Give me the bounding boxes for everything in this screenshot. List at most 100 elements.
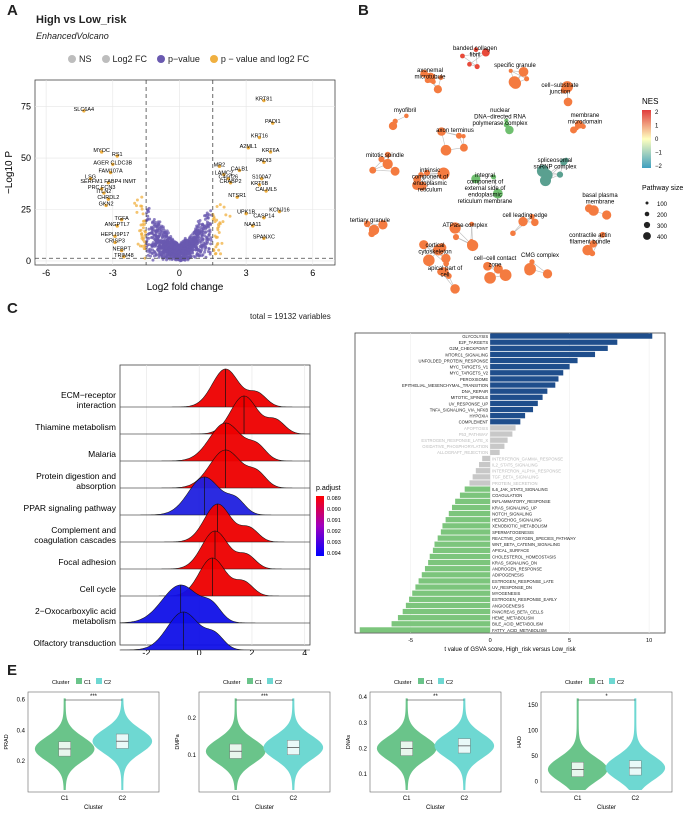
gsva-bar — [490, 376, 559, 382]
gsva-bar-label: HEDGEHOG_SIGNALING — [492, 518, 542, 523]
violin-x-tick: C2 — [460, 796, 468, 802]
gene-label: GKN2 — [99, 201, 114, 207]
gene-label: CALML5 — [255, 187, 276, 193]
gsva-bar-label: XENOBIOTIC_METABOLISM — [492, 524, 548, 529]
gsva-bar-label: ESTROGEN_RESPONSE_LATE_X — [421, 438, 488, 443]
volcano-point — [222, 172, 226, 177]
volcano-point — [207, 233, 211, 237]
volcano-point — [181, 239, 185, 243]
gsva-bar — [464, 486, 491, 492]
gene-label: PRC FCN3 — [88, 185, 116, 191]
volcano-point — [216, 226, 220, 230]
padj-tick: 0.091 — [327, 518, 341, 524]
volcano-point — [185, 239, 189, 243]
volcano-point — [156, 247, 160, 251]
network-label-line: intrinsic — [420, 168, 440, 174]
gene-label: TRIM48 — [114, 253, 134, 259]
gsva-bar — [429, 553, 491, 560]
network-node — [423, 169, 431, 176]
network-node — [433, 85, 442, 94]
gsva-bar-label: ALLOGRAFT_REJECTION — [437, 450, 488, 455]
gsva-bar-label: PEROXISOME — [460, 377, 488, 382]
volcano-point — [142, 223, 146, 227]
gsva-bar — [424, 566, 491, 572]
volcano-point — [200, 254, 204, 258]
volcano-point — [215, 205, 219, 209]
volcano-point — [139, 228, 143, 232]
volcano-point — [106, 197, 111, 201]
volcano-subtitle: EnhancedVolcano — [36, 31, 109, 41]
nes-legend-title: NES — [642, 97, 658, 106]
volcano-point — [151, 258, 155, 262]
volcano-point — [157, 231, 161, 235]
ridge-category-label: ECM−receptor interaction — [61, 390, 116, 410]
network-node — [420, 69, 428, 78]
volcano-point — [192, 254, 196, 258]
network-node — [437, 127, 446, 136]
volcano-point — [228, 181, 233, 185]
volcano-point — [148, 250, 152, 254]
violin-legend-swatch — [609, 678, 615, 684]
volcano-point — [140, 195, 144, 199]
network-label-line: CMG complex — [521, 253, 559, 259]
gsva-bar-label: ESTROGEN_RESPONSE_LATE — [492, 579, 554, 584]
volcano-point — [171, 252, 175, 256]
legend-label: NS — [79, 54, 92, 64]
gsva-bar-label: NOTCH_SIGNALING — [492, 511, 532, 516]
volcano-point — [209, 238, 213, 242]
violin-legend-title: Cluster — [394, 680, 412, 686]
gsva-bar — [490, 412, 526, 419]
volcano-point — [262, 236, 266, 240]
volcano-point — [147, 236, 151, 240]
ridge-category-line: Focal adhesion — [58, 557, 116, 567]
network-label: axon terminus — [436, 128, 474, 134]
gsva-bar — [409, 596, 491, 602]
size-legend-dot — [643, 221, 651, 229]
network-label-line: cortical — [425, 243, 444, 249]
volcano-point — [161, 236, 165, 240]
gsva-bar-label: HYPOXIA — [470, 414, 489, 419]
volcano-point — [181, 249, 185, 253]
volcano-point — [277, 209, 282, 214]
network-edge — [591, 234, 603, 254]
volcano-point — [198, 218, 202, 222]
volcano-point — [170, 242, 174, 246]
network-label-line: reticulum — [418, 188, 442, 194]
network-node — [563, 157, 569, 163]
network-label-line: basal plasma — [582, 193, 618, 199]
size-legend-label: 300 — [657, 224, 668, 230]
volcano-point — [186, 255, 190, 259]
network-node — [438, 75, 444, 81]
volcano-point — [214, 245, 218, 249]
volcano-point — [115, 224, 119, 228]
padj-colorbar — [316, 496, 324, 556]
volcano-point — [198, 254, 202, 258]
gene-label: KRT6B — [251, 181, 269, 187]
volcano-point — [237, 168, 242, 173]
gsva-bar — [490, 400, 538, 407]
size-legend-dot — [644, 211, 650, 217]
network-label: CMG complex — [521, 253, 559, 259]
volcano-point — [162, 239, 166, 243]
x-tick-label: 0 — [489, 638, 492, 644]
network-label: integral component of external side of endo… — [458, 173, 513, 205]
gsva-bar-label: UV_RESPONSE_DN — [492, 585, 532, 590]
volcano-point — [205, 220, 209, 224]
network-node — [529, 213, 535, 219]
network-node — [504, 118, 509, 123]
gsva-bar-label: GLYCOLYSIS — [462, 334, 488, 339]
y-tick-label: 0 — [26, 256, 31, 266]
volcano-point — [140, 244, 144, 248]
volcano-point — [146, 214, 150, 218]
network-node — [542, 269, 553, 279]
ridge-category-label: Complement and coagulation cascades — [34, 525, 116, 545]
volcano-point — [141, 226, 145, 230]
volcano-point — [113, 234, 117, 238]
volcano-point — [246, 146, 251, 150]
y-tick-label: 0.1 — [188, 753, 197, 759]
network-node — [524, 263, 536, 275]
network-label-line: ATPase complex — [443, 223, 488, 229]
volcano-point — [145, 211, 149, 215]
gsva-bar — [432, 547, 491, 554]
gsva-bar — [490, 333, 653, 339]
